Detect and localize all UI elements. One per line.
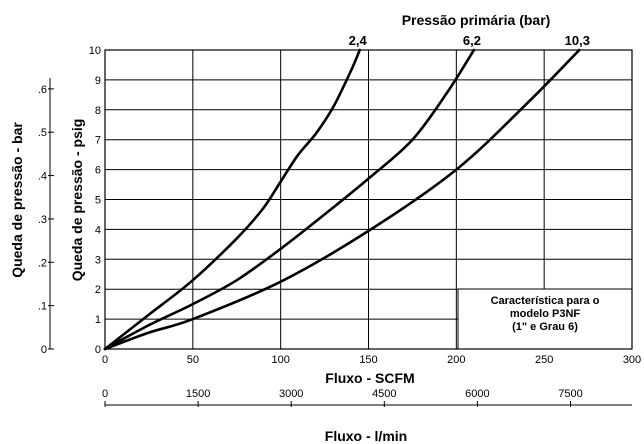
y-tick-label: 8	[95, 105, 101, 117]
x2-tick-label: 6000	[465, 388, 489, 400]
y2-tick-label: 0	[41, 344, 47, 356]
annotation-box	[457, 288, 632, 349]
x-tick-label: 200	[447, 354, 465, 366]
x-tick-label: 100	[271, 354, 289, 366]
chart-labels: Pressão primária (bar) Fluxo - SCFM Flux…	[9, 12, 641, 444]
x2-axis-title: Fluxo - l/min	[325, 428, 407, 444]
annotation-line: Característica para o	[491, 295, 600, 307]
y-tick-label: 10	[89, 45, 101, 57]
x-tick-label: 50	[187, 354, 199, 366]
series-line	[103, 48, 581, 351]
series-line	[103, 48, 361, 351]
x2-tick-label: 1500	[186, 388, 210, 400]
y-tick-label: 7	[95, 135, 101, 147]
x2-tick-label: 0	[102, 388, 108, 400]
y-axis-title: Queda de pressão - psig	[69, 119, 85, 282]
y-tick-label: 4	[95, 224, 101, 236]
x-tick-label: 250	[535, 354, 553, 366]
y-tick-label: 6	[95, 165, 101, 177]
series-line	[103, 48, 476, 351]
series-label: 6,2	[463, 33, 481, 48]
y-tick-label: 5	[95, 195, 101, 207]
series-label: 10,3	[565, 33, 590, 48]
x-tick-label: 300	[623, 354, 641, 366]
x2-tick-label: 7500	[558, 388, 582, 400]
x-tick-label: 150	[359, 354, 377, 366]
y2-tick-label: .4	[38, 171, 47, 183]
x2-tick-label: 3000	[279, 388, 303, 400]
y2-tick-label: .6	[38, 84, 47, 96]
y-tick-label: 0	[95, 344, 101, 356]
y-tick-label: 3	[95, 254, 101, 266]
y2-axis-title: Queda de pressão - bar	[9, 122, 25, 278]
x-axis-title: Fluxo - SCFM	[325, 370, 414, 386]
y2-tick-label: .3	[38, 214, 47, 226]
series-label: 2,4	[349, 33, 368, 48]
annotation-background	[458, 289, 632, 349]
annotation-line: modelo P3NF	[510, 308, 581, 320]
y2-tick-label: .2	[38, 257, 47, 269]
plot-frame	[104, 49, 633, 350]
y-tick-label: 1	[95, 314, 101, 326]
series-curves	[103, 48, 581, 351]
annotation-line: (1" e Grau 6)	[512, 321, 578, 333]
chart-title: Pressão primária (bar)	[402, 12, 551, 28]
y2-tick-label: .1	[38, 301, 47, 313]
y-tick-label: 9	[95, 75, 101, 87]
axes	[48, 49, 633, 407]
x-tick-label: 0	[102, 354, 108, 366]
y-tick-label: 2	[95, 284, 101, 296]
x2-tick-label: 4500	[372, 388, 396, 400]
y2-tick-label: .5	[38, 127, 47, 139]
